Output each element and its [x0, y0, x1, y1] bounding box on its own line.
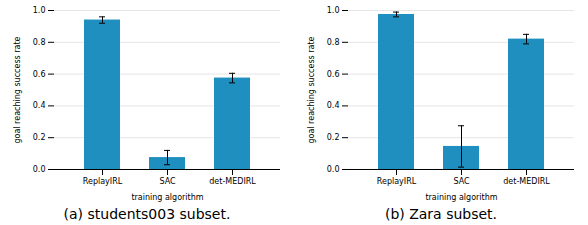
svg-text:0.4: 0.4	[327, 101, 340, 110]
svg-text:1.0: 1.0	[33, 6, 46, 15]
svg-text:det-MEDIRL: det-MEDIRL	[503, 177, 550, 186]
svg-text:training algorithm: training algorithm	[425, 193, 497, 202]
html-text:(a) students003 subset.: (a) students003 subset.	[63, 206, 231, 222]
svg-text:0.2: 0.2	[33, 133, 46, 142]
svg-text:det-MEDIRL: det-MEDIRL	[209, 177, 256, 186]
svg-text:goal reaching success rate: goal reaching success rate	[13, 36, 22, 143]
svg-text:ReplayIRL: ReplayIRL	[83, 177, 123, 186]
svg-text:0.0: 0.0	[33, 165, 46, 174]
html-text:(b) Zara subset.: (b) Zara subset.	[384, 206, 498, 222]
svg-text:SAC: SAC	[453, 177, 470, 186]
svg-text:goal reaching success rate: goal reaching success rate	[307, 36, 316, 143]
svg-text:ReplayIRL: ReplayIRL	[377, 177, 417, 186]
svg-text:0.6: 0.6	[33, 70, 46, 79]
svg-text:0.6: 0.6	[327, 70, 340, 79]
svg-text:0.8: 0.8	[327, 38, 340, 47]
svg-text:training algorithm: training algorithm	[131, 193, 203, 202]
svg-text:SAC: SAC	[159, 177, 176, 186]
svg-text:0.2: 0.2	[327, 133, 340, 142]
svg-text:0.0: 0.0	[327, 165, 340, 174]
svg-text:1.0: 1.0	[327, 6, 340, 15]
svg-text:0.8: 0.8	[33, 38, 46, 47]
svg-text:0.4: 0.4	[33, 101, 46, 110]
